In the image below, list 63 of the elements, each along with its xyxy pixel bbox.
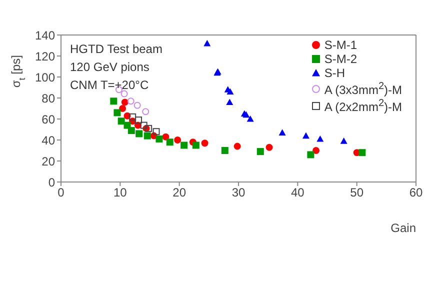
y-tick-label: 0 bbox=[48, 175, 56, 190]
x-tick-label: 10 bbox=[113, 186, 128, 200]
point bbox=[110, 98, 118, 105]
point bbox=[266, 144, 273, 151]
point bbox=[204, 40, 211, 46]
point bbox=[174, 136, 182, 144]
annotation: 120 GeV pions bbox=[70, 59, 150, 76]
y-tick-label: 100 bbox=[34, 70, 56, 84]
x-tick-label: 20 bbox=[172, 186, 186, 200]
point bbox=[145, 124, 152, 132]
point bbox=[340, 138, 348, 144]
point bbox=[114, 109, 121, 116]
point bbox=[234, 142, 241, 150]
point bbox=[119, 105, 126, 112]
point bbox=[156, 135, 163, 142]
x-tick-label: 30 bbox=[232, 186, 246, 200]
point bbox=[142, 108, 150, 116]
point bbox=[278, 129, 286, 136]
point bbox=[162, 133, 170, 140]
point bbox=[134, 102, 141, 109]
legend-label: S-M-2 bbox=[324, 52, 358, 66]
y-tick-label: 40 bbox=[42, 133, 56, 148]
point bbox=[152, 128, 160, 136]
point bbox=[121, 98, 128, 106]
point bbox=[312, 147, 320, 154]
x-tick-label: 50 bbox=[350, 186, 364, 200]
point bbox=[129, 113, 136, 120]
y-tick-label: 60 bbox=[42, 112, 56, 126]
x-axis-title: Gain bbox=[390, 221, 416, 235]
point bbox=[201, 140, 208, 147]
annotation: CNM T=+20°C bbox=[70, 77, 150, 94]
x-tick-label: 40 bbox=[290, 186, 305, 200]
point bbox=[316, 135, 324, 142]
point bbox=[246, 116, 254, 122]
point bbox=[192, 142, 200, 149]
y-tick-label: 20 bbox=[42, 154, 56, 168]
point bbox=[307, 151, 314, 158]
point bbox=[180, 142, 188, 149]
legend-label: A (3x3mm$^{2}$)-M bbox=[324, 80, 402, 97]
point bbox=[226, 98, 234, 105]
point bbox=[226, 88, 234, 94]
y-tick-label: 140 bbox=[34, 28, 56, 42]
point bbox=[135, 116, 142, 124]
point bbox=[127, 98, 134, 105]
point bbox=[128, 127, 135, 134]
x-tick-label: 60 bbox=[409, 186, 423, 200]
point bbox=[302, 132, 310, 139]
point bbox=[144, 132, 151, 140]
legend-label: A (2x2mm$^{2}$)-M bbox=[324, 97, 402, 114]
point bbox=[256, 148, 264, 156]
legend-label: S-M-1 bbox=[324, 38, 358, 52]
point bbox=[120, 90, 128, 98]
point bbox=[221, 147, 228, 154]
point bbox=[166, 138, 174, 146]
point bbox=[136, 130, 143, 138]
point bbox=[358, 149, 366, 156]
annotation: HGTD Test beam bbox=[70, 41, 162, 58]
x-tick-label: 0 bbox=[58, 186, 65, 200]
point bbox=[118, 118, 125, 125]
legend-label: S-H bbox=[324, 66, 346, 80]
y-tick-label: 120 bbox=[34, 49, 56, 64]
y-tick-label: 80 bbox=[42, 91, 56, 106]
point bbox=[140, 122, 148, 129]
